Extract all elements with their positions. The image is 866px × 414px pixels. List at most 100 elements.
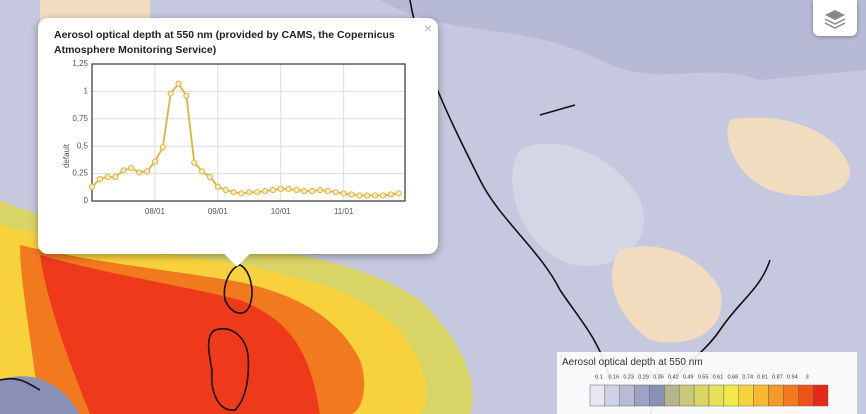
legend-label: 0.1 [595,374,603,380]
data-point [175,80,182,87]
data-point [120,167,127,174]
legend-title: Aerosol optical depth at 550 nm [562,357,703,368]
data-point [230,189,237,196]
y-tick-label: 1 [84,87,89,96]
data-point [285,185,292,193]
legend-label: 0.36 [653,374,664,380]
data-point [395,190,402,197]
data-point [246,189,253,196]
legend-label: 0.49 [683,374,694,380]
y-tick-label: 0,75 [72,114,88,123]
data-point [159,144,166,151]
legend-label: 0.61 [713,374,724,380]
data-point [372,192,379,199]
data-point [261,188,269,195]
legend-swatch [634,384,650,407]
data-point [128,165,135,172]
data-point [88,183,96,190]
layers-icon [824,10,846,29]
data-point [316,186,324,194]
legend-label: 0.55 [698,374,709,380]
data-point [332,189,339,196]
legend-label: 0.74 [742,374,753,380]
x-tick-label: 09/01 [208,207,229,216]
map-region [380,0,866,80]
popup-title: Aerosol optical depth at 550 nm (provide… [54,29,395,56]
legend: 0.1 0.16 0.23 0.29 0.36 0.42 0.49 0.55 0.61 0.68 0… [557,352,857,414]
data-point [167,90,174,97]
data-point [324,188,332,195]
close-button[interactable]: × [423,20,432,36]
data-point [364,192,371,199]
legend-swatch [649,384,665,407]
data-point [136,169,143,176]
legend-swatch [679,384,695,407]
data-point [143,168,151,175]
map-region [727,117,850,196]
legend-scale: 0.1 0.16 0.23 0.29 0.36 0.42 0.49 0.55 0.61 0.68 0… [589,374,829,407]
popup: default 0 0,25 0,5 0,75 1 1,25 08/01 09/01 10/01… [38,18,438,267]
legend-label: 3 [806,374,809,380]
data-point [104,173,111,180]
legend-swatch [783,384,799,407]
plot-area [91,63,406,202]
data-point [151,158,159,165]
data-point [277,185,284,193]
map-region [0,376,80,414]
y-tick-label: 0 [84,196,89,205]
legend-swatch [589,384,606,407]
legend-label: 0.87 [772,374,783,380]
data-point [254,189,261,196]
x-tick-label: 10/01 [271,207,292,216]
data-point [356,192,363,199]
data-point [199,168,206,175]
data-point [387,191,394,198]
legend-swatch [604,384,620,407]
legend-swatch [708,384,725,407]
legend-label: 0.94 [787,374,798,380]
map-region [512,143,644,267]
x-tick-label: 11/01 [334,207,354,216]
y-axis-label: default [62,143,71,168]
legend-label: 0.29 [638,374,649,380]
map-region [611,246,722,343]
legend-swatch [723,384,739,407]
data-point [379,192,387,199]
data-point [293,186,300,194]
data-point [222,186,229,194]
data-point [214,183,221,190]
data-point [348,191,355,198]
x-tick-label: 08/01 [145,207,166,216]
aerosol-plume [40,255,320,414]
chart: default 0 0,25 0,5 0,75 1 1,25 08/01 09/01 10/01… [62,59,406,216]
y-tick-label: 0,25 [72,169,88,178]
legend-swatch [812,384,829,407]
legend-swatch [768,384,784,407]
data-point [183,92,190,99]
legend-swatch [798,384,814,407]
legend-swatch [693,384,710,407]
plot-frame [91,63,406,202]
legend-label: 0.16 [608,374,619,380]
data-point [191,159,198,166]
legend-label: 0.23 [623,374,634,380]
y-tick-label: 0,5 [77,141,89,150]
data-point [340,190,347,197]
data-point [269,186,276,194]
legend-swatch [738,384,754,407]
data-point [309,188,316,195]
legend-label: 0.81 [757,374,768,380]
data-point [96,175,103,183]
data-point [206,173,214,180]
data-point [112,173,119,180]
series-line [91,82,399,197]
legend-swatch [664,384,680,407]
data-point [301,188,308,195]
layers-button[interactable] [813,0,857,36]
legend-label: 0.68 [727,374,738,380]
legend-swatch [753,384,769,407]
y-tick-label: 1,25 [72,59,88,68]
legend-swatch [619,384,635,407]
data-point [238,190,245,197]
